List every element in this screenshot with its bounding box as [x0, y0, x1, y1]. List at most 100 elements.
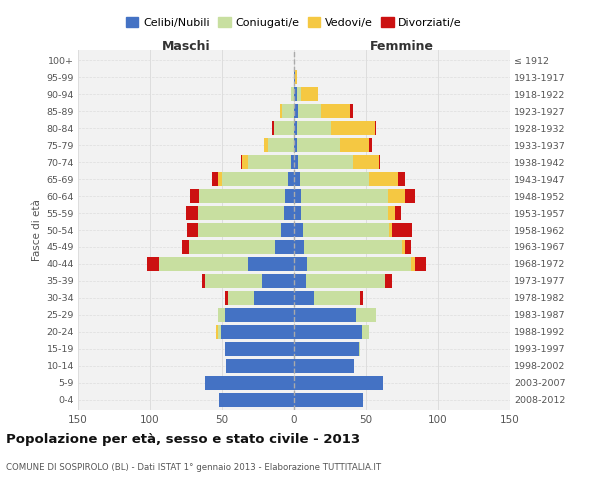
Bar [322, 104, 350, 118]
Bar [388, 206, 395, 220]
Bar [225, 291, 228, 305]
Bar [294, 257, 307, 271]
Bar [294, 240, 304, 254]
Bar [147, 257, 158, 271]
Bar [362, 325, 369, 339]
Bar [241, 155, 242, 169]
Bar [301, 189, 388, 203]
Bar [242, 155, 248, 169]
Text: COMUNE DI SOSPIROLO (BL) - Dati ISTAT 1° gennaio 2013 - Elaborazione TUTTITALIA.: COMUNE DI SOSPIROLO (BL) - Dati ISTAT 1°… [6, 462, 381, 471]
Bar [410, 257, 415, 271]
Bar [190, 189, 199, 203]
Bar [254, 291, 294, 305]
Bar [275, 240, 294, 254]
Bar [291, 155, 294, 169]
Bar [307, 257, 410, 271]
Bar [405, 240, 410, 254]
Bar [262, 274, 294, 288]
Bar [297, 87, 301, 101]
Bar [294, 70, 295, 84]
Bar [272, 121, 274, 135]
Bar [294, 87, 297, 101]
Bar [189, 240, 275, 254]
Bar [248, 155, 291, 169]
Bar [281, 223, 294, 237]
Bar [294, 189, 301, 203]
Bar [294, 393, 363, 407]
Bar [388, 189, 405, 203]
Bar [219, 393, 294, 407]
Bar [199, 189, 286, 203]
Bar [301, 87, 319, 101]
Bar [187, 223, 197, 237]
Bar [294, 325, 362, 339]
Bar [274, 121, 294, 135]
Bar [360, 291, 363, 305]
Bar [415, 257, 427, 271]
Bar [205, 274, 262, 288]
Bar [158, 257, 248, 271]
Bar [294, 172, 300, 186]
Bar [395, 206, 401, 220]
Bar [340, 138, 369, 152]
Bar [294, 138, 297, 152]
Bar [294, 359, 355, 373]
Bar [222, 172, 288, 186]
Bar [228, 291, 254, 305]
Bar [205, 376, 294, 390]
Bar [197, 206, 284, 220]
Bar [359, 342, 360, 356]
Bar [182, 240, 189, 254]
Bar [294, 342, 359, 356]
Bar [226, 359, 294, 373]
Bar [294, 291, 314, 305]
Bar [385, 274, 392, 288]
Bar [221, 325, 294, 339]
Bar [218, 308, 225, 322]
Bar [186, 206, 197, 220]
Bar [356, 308, 376, 322]
Bar [389, 223, 392, 237]
Bar [295, 70, 297, 84]
Bar [405, 189, 415, 203]
Bar [314, 291, 360, 305]
Bar [302, 223, 389, 237]
Bar [283, 104, 294, 118]
Bar [392, 223, 412, 237]
Text: Femmine: Femmine [370, 40, 434, 52]
Bar [402, 240, 405, 254]
Bar [268, 138, 294, 152]
Bar [248, 257, 294, 271]
Bar [300, 172, 369, 186]
Bar [294, 155, 298, 169]
Bar [379, 155, 380, 169]
Text: Popolazione per età, sesso e stato civile - 2013: Popolazione per età, sesso e stato civil… [6, 432, 360, 446]
Bar [298, 155, 353, 169]
Bar [297, 121, 331, 135]
Bar [305, 274, 385, 288]
Bar [288, 172, 294, 186]
Bar [286, 189, 294, 203]
Bar [374, 121, 376, 135]
Text: Maschi: Maschi [161, 40, 211, 52]
Bar [294, 206, 301, 220]
Bar [350, 104, 353, 118]
Bar [294, 274, 305, 288]
Bar [298, 104, 322, 118]
Bar [218, 325, 221, 339]
Bar [294, 223, 302, 237]
Bar [264, 138, 268, 152]
Bar [291, 87, 294, 101]
Bar [280, 104, 283, 118]
Bar [294, 104, 298, 118]
Bar [369, 138, 372, 152]
Bar [218, 172, 222, 186]
Bar [331, 121, 374, 135]
Bar [216, 325, 218, 339]
Bar [212, 172, 218, 186]
Bar [294, 376, 383, 390]
Bar [225, 308, 294, 322]
Bar [304, 240, 402, 254]
Bar [225, 342, 294, 356]
Bar [197, 223, 281, 237]
